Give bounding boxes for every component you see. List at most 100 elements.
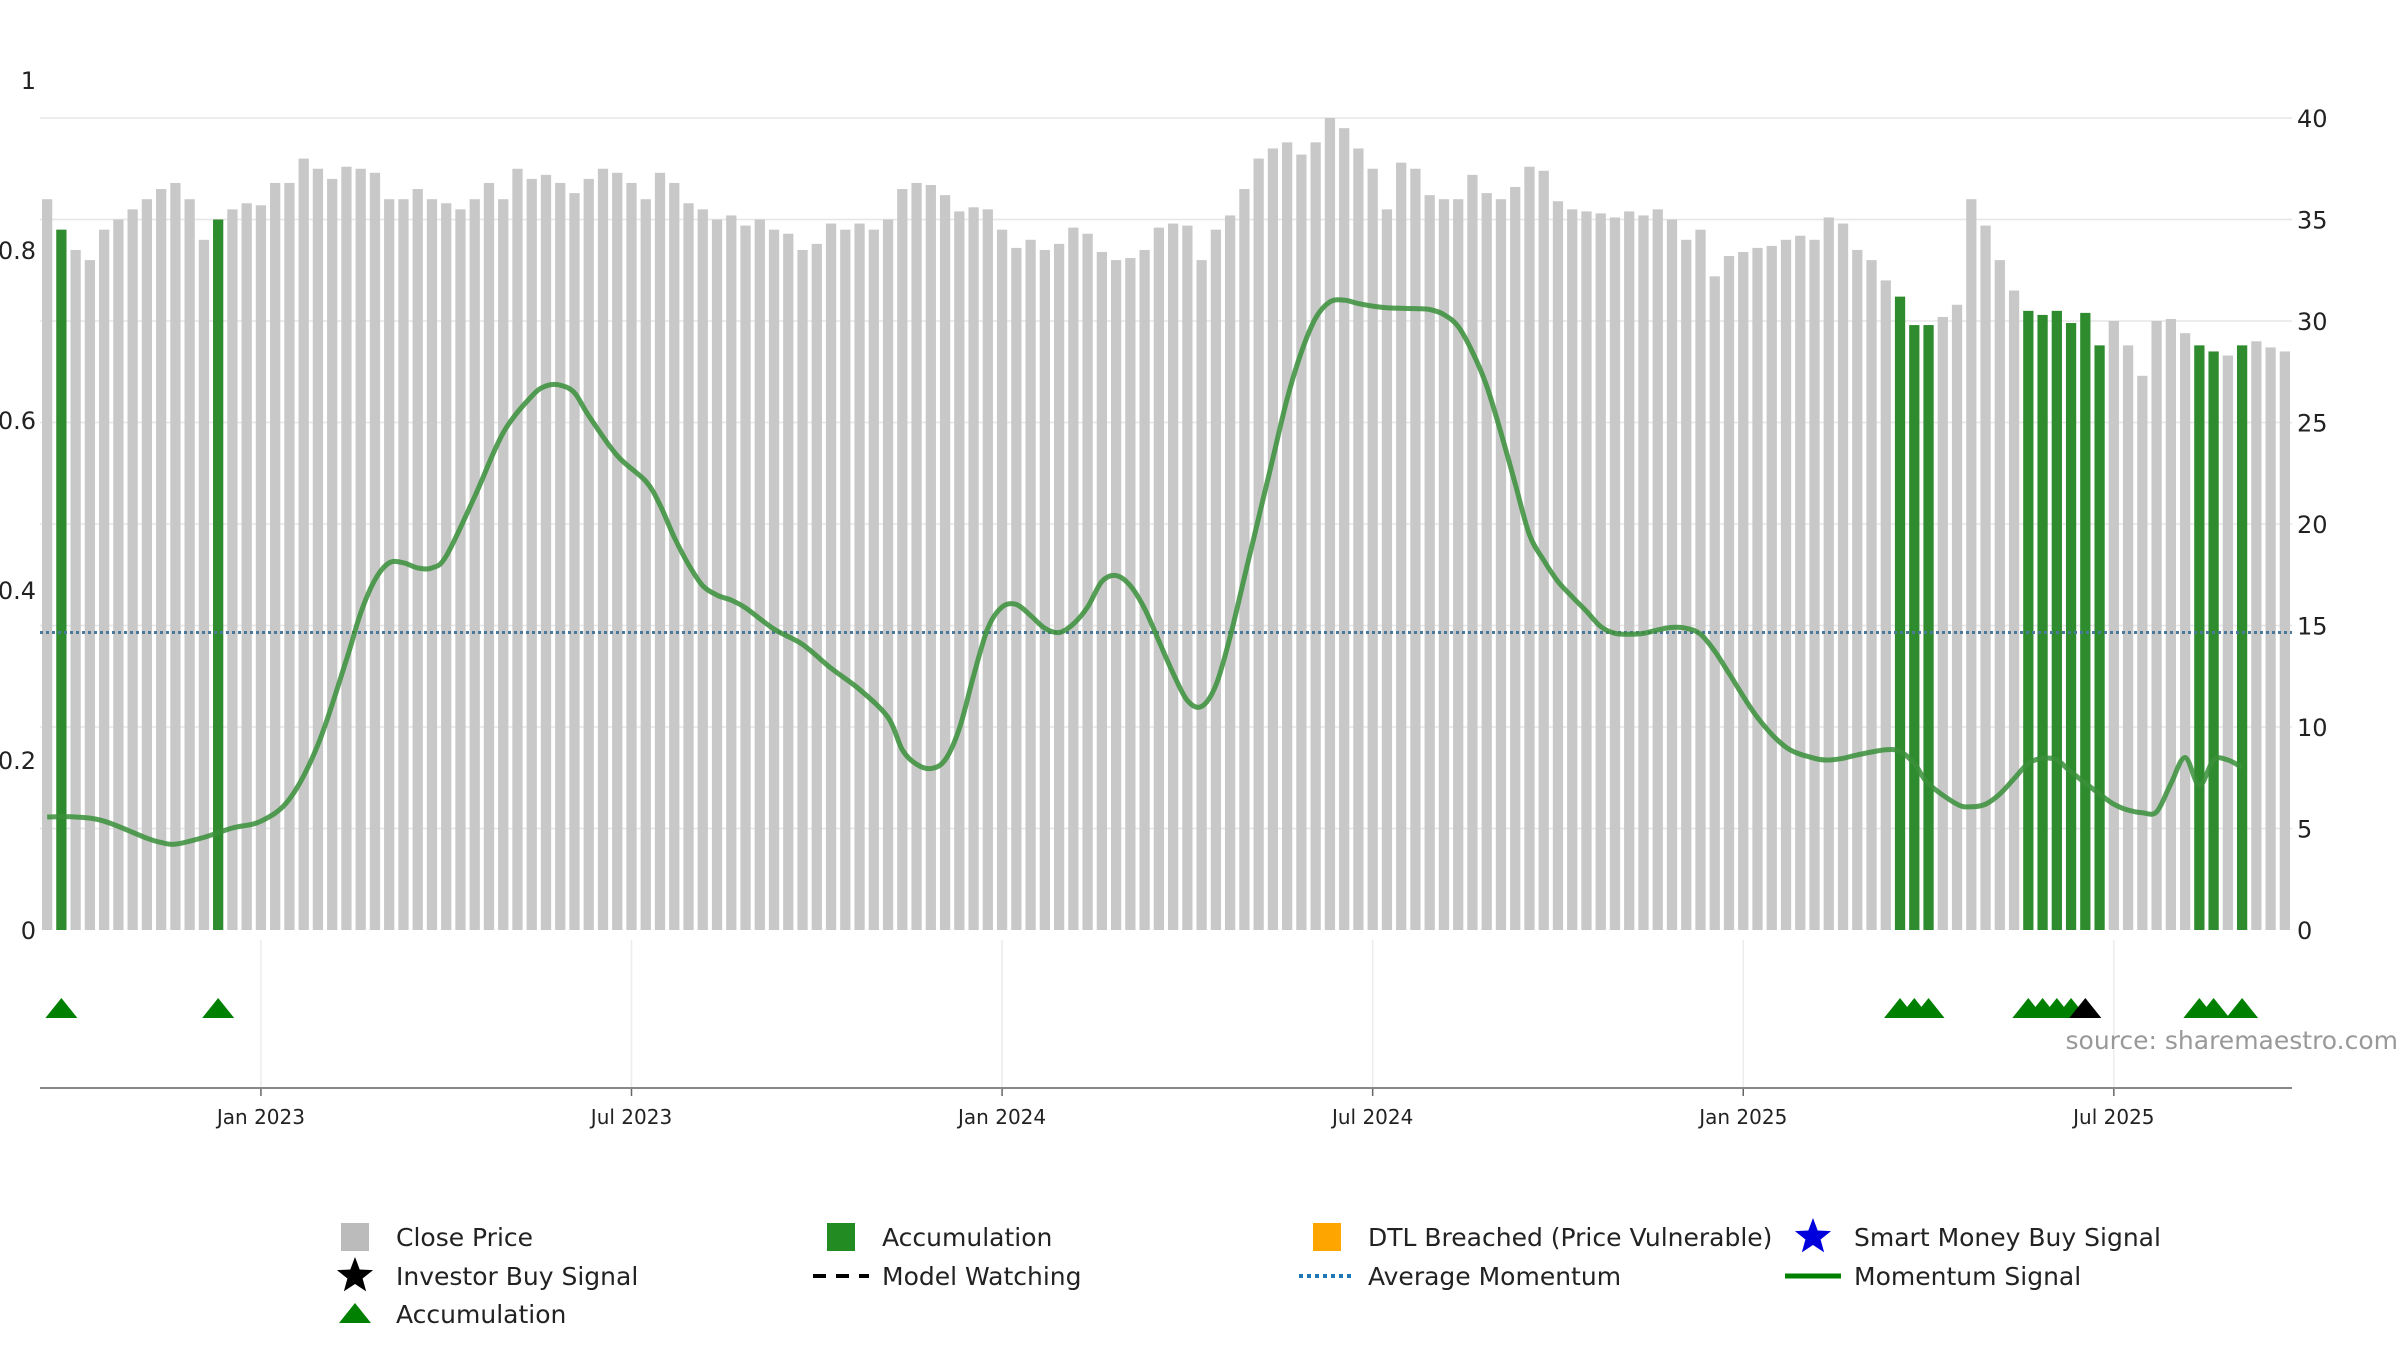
close-price-bar [1025, 239, 1036, 931]
close-price-bar [198, 239, 210, 931]
legend-label: Close Price [396, 1223, 533, 1252]
legend-item: Accumulation [827, 1223, 1052, 1252]
close-price-bar [1011, 247, 1022, 931]
close-price-bar [1866, 260, 1877, 931]
close-price-bar [455, 209, 466, 931]
close-price-bar [783, 233, 794, 930]
close-price-bar [369, 172, 381, 930]
source-label: source: sharemaestro.com [2066, 1026, 2399, 1055]
accumulation-marker [1912, 998, 1945, 1018]
close-price-bar [412, 189, 423, 931]
accumulation-bar [2065, 323, 2077, 930]
close-price-bar [1110, 260, 1122, 931]
close-price-bar [1225, 215, 1236, 930]
legend-item: Close Price [341, 1223, 533, 1252]
close-price-bar [327, 178, 338, 930]
legend-swatch [1313, 1223, 1341, 1251]
close-price-bar [640, 199, 651, 930]
close-price-bar [711, 219, 723, 930]
close-price-bar [170, 182, 181, 930]
close-price-bar [982, 209, 993, 931]
legend-triangle-icon [339, 1303, 371, 1323]
close-price-bar [1595, 213, 1606, 930]
close-price-bar [1481, 193, 1492, 931]
x-axis-tick: Jul 2024 [1330, 1105, 1413, 1129]
close-price-bar [2165, 318, 2176, 931]
close-price-bar [868, 229, 879, 930]
close-price-bar [1538, 170, 1549, 930]
close-price-bar [1695, 229, 1706, 930]
close-price-bar [1681, 239, 1692, 931]
close-price-bar [1738, 251, 1749, 931]
legend-star-icon [1794, 1218, 1832, 1253]
accumulation-marker [2226, 998, 2259, 1018]
close-price-bar [1453, 199, 1464, 930]
accumulation-bar [213, 219, 224, 930]
accumulation-bar [2094, 345, 2105, 930]
close-price-bar [426, 199, 438, 930]
close-price-bar [2151, 321, 2162, 930]
close-price-bar [1267, 148, 1279, 930]
accumulation-bar [2051, 310, 2062, 931]
close-price-bar [654, 172, 666, 930]
close-price-bar [298, 158, 309, 931]
close-price-bar [2122, 345, 2134, 930]
right-axis-tick: 5 [2297, 816, 2312, 844]
accumulation-bar [2023, 310, 2034, 931]
close-price-bar [41, 199, 53, 930]
close-price-bar [1937, 316, 1948, 930]
legend-swatch [341, 1223, 369, 1251]
close-price-bar [1524, 166, 1535, 931]
close-price-bar [597, 168, 609, 930]
close-price-bar [156, 189, 167, 931]
close-price-bar [996, 229, 1008, 930]
close-price-bar [284, 182, 295, 930]
close-price-bar [2251, 341, 2262, 930]
close-price-bar [697, 209, 708, 931]
close-price-bar [569, 193, 580, 931]
accumulation-marker [2197, 998, 2230, 1018]
close-price-bar [1424, 195, 1435, 930]
close-price-bar [726, 215, 737, 930]
close-price-bar [1167, 223, 1179, 930]
x-axis-tick: Jul 2025 [2071, 1105, 2154, 1129]
close-price-bar [498, 199, 509, 930]
close-price-bar [2137, 375, 2148, 930]
close-price-bar [355, 168, 366, 930]
close-price-bar [1153, 227, 1165, 930]
legend-label: DTL Breached (Price Vulnerable) [1368, 1223, 1772, 1252]
close-price-bar [911, 182, 922, 930]
close-price-bar [1210, 229, 1222, 930]
close-price-bar [255, 205, 267, 931]
close-price-bar [1125, 258, 1136, 930]
close-price-bar [241, 203, 252, 930]
close-price-bar [227, 209, 238, 931]
close-price-bar [2108, 321, 2119, 930]
close-price-bar [1795, 235, 1806, 931]
legend-swatch [827, 1223, 855, 1251]
legend-item: DTL Breached (Price Vulnerable) [1313, 1223, 1772, 1252]
lines-layer [40, 297, 2292, 847]
left-axis-tick: 0.2 [0, 747, 36, 775]
close-price-bar [1581, 211, 1592, 930]
close-price-bar [897, 189, 908, 931]
close-price-bar [1282, 142, 1293, 931]
close-price-bar [141, 199, 153, 930]
left-axis-tick: 1 [21, 67, 36, 95]
close-price-bar [70, 249, 81, 930]
close-price-bar [854, 223, 865, 930]
accumulation-bar [1909, 325, 1920, 930]
close-price-bar [1980, 225, 1991, 931]
close-price-bar [669, 182, 680, 930]
close-price-bar [1766, 245, 1777, 930]
legend-label: Momentum Signal [1854, 1262, 2081, 1291]
close-price-bar [1510, 187, 1521, 930]
close-price-bar [768, 229, 780, 930]
close-price-bar [1082, 233, 1093, 930]
price-bars [41, 118, 2291, 931]
close-price-bar [1053, 243, 1065, 931]
accumulation-bar [56, 229, 67, 930]
close-price-bar [1624, 211, 1635, 930]
close-price-bar [1552, 201, 1564, 931]
